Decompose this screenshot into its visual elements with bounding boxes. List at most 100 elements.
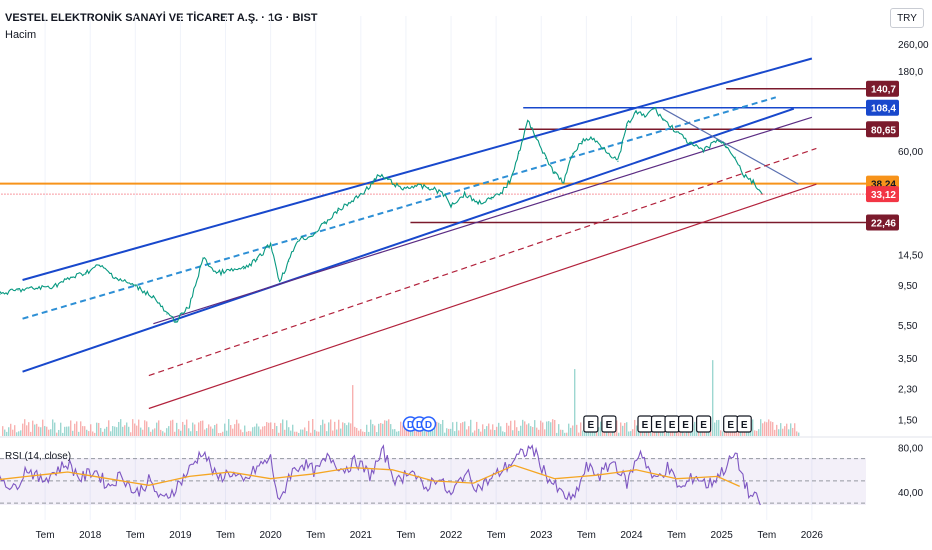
y-tick-label: 9,50 — [898, 281, 918, 292]
volume-bar — [480, 431, 482, 436]
earnings-marker[interactable]: E — [664, 415, 680, 433]
volume-bar — [728, 432, 730, 436]
volume-bar — [674, 430, 676, 436]
price-point — [337, 209, 339, 212]
volume-bar — [28, 422, 30, 436]
volume-bar — [502, 431, 504, 436]
volume-bar — [110, 431, 112, 436]
volume-bar — [208, 424, 210, 436]
volume-bar — [194, 424, 196, 436]
earnings-marker[interactable]: E — [736, 415, 752, 433]
price-point — [477, 201, 479, 204]
volume-bar — [556, 432, 558, 436]
volume-bar — [512, 430, 514, 436]
currency-selector[interactable]: TRY — [890, 8, 924, 28]
volume-bar — [86, 429, 88, 436]
volume-bar — [340, 428, 342, 436]
volume-bar — [242, 432, 244, 436]
volume-bar — [198, 422, 200, 436]
earnings-marker[interactable]: E — [696, 415, 712, 433]
volume-bar — [282, 419, 284, 436]
volume-bar — [538, 429, 540, 436]
volume-bar — [582, 430, 584, 436]
volume-bar — [536, 427, 538, 436]
volume-bar — [160, 429, 162, 436]
volume-bar — [116, 427, 118, 436]
volume-bar — [778, 429, 780, 436]
price-point — [297, 238, 299, 241]
y-tick-label: 260,00 — [898, 40, 929, 51]
volume-bar — [140, 427, 142, 436]
volume-bar — [212, 428, 214, 436]
volume-bar — [262, 426, 264, 436]
volume-bar — [462, 422, 464, 436]
volume-bar — [494, 430, 496, 436]
volume-bar — [418, 429, 420, 436]
volume-bar — [542, 422, 544, 436]
volume-bar — [410, 428, 412, 436]
price-point — [527, 120, 529, 122]
volume-bar — [764, 421, 766, 436]
y-tick-label: 3,50 — [898, 354, 918, 365]
volume-bar — [438, 422, 440, 436]
volume-bar — [70, 420, 72, 436]
price-tag-bg — [866, 186, 899, 203]
earnings-marker[interactable]: E — [677, 415, 694, 433]
rsi-title: RSI (14, close) — [5, 451, 71, 462]
volume-bar — [772, 422, 774, 436]
volume-bar — [270, 422, 272, 436]
volume-bar — [30, 431, 32, 436]
trendline-6 — [148, 183, 817, 410]
earnings-marker[interactable]: E — [637, 415, 653, 433]
volume-bar — [304, 427, 306, 436]
earnings-box — [696, 415, 712, 433]
earnings-marker[interactable]: E — [650, 415, 667, 433]
volume-bar — [38, 426, 40, 436]
earnings-marker[interactable]: E — [723, 415, 739, 433]
volume-bar — [102, 431, 104, 436]
volume-bar — [274, 422, 276, 436]
volume-bar — [488, 423, 490, 436]
price-tag-bg — [866, 99, 899, 116]
volume-bar — [404, 422, 406, 436]
volume-bar — [250, 431, 252, 436]
price-point — [617, 160, 619, 162]
volume-bar — [6, 431, 8, 436]
rsi-ma-line — [0, 464, 740, 487]
volume-bar — [642, 430, 644, 436]
volume-bar — [236, 419, 238, 436]
volume-bar — [452, 422, 454, 436]
volume-bar — [220, 432, 222, 436]
price-point — [98, 264, 100, 266]
price-tag-label: 33,12 — [871, 190, 896, 201]
volume-bar — [124, 425, 126, 436]
volume-bar — [104, 428, 106, 436]
volume-bar — [434, 427, 436, 436]
earnings-marker[interactable]: E — [601, 415, 617, 433]
volume-bar — [514, 420, 516, 436]
volume-bar — [258, 426, 260, 436]
volume-bar — [176, 422, 178, 436]
price-point — [603, 147, 605, 150]
x-tick-label: Tem — [126, 530, 145, 541]
volume-bar — [756, 430, 758, 436]
volume-bar — [602, 432, 604, 436]
volume-bar — [72, 430, 74, 436]
volume-bar — [534, 420, 536, 436]
volume-bar — [378, 423, 380, 436]
rsi-y-tick-label: 80,00 — [898, 444, 923, 455]
volume-bar — [530, 426, 532, 436]
earnings-marker[interactable]: E — [583, 415, 599, 433]
x-tick-label: 2018 — [79, 530, 102, 541]
trendline-2 — [22, 107, 795, 373]
volume-bar — [52, 419, 54, 436]
volume-bar — [196, 431, 198, 436]
volume-bar — [300, 429, 302, 436]
x-tick-label: Tem — [216, 530, 235, 541]
price-point — [400, 188, 403, 190]
dividend-marker[interactable]: D — [420, 416, 437, 432]
x-tick-label: 2020 — [260, 530, 283, 541]
trendline-4 — [662, 108, 799, 185]
